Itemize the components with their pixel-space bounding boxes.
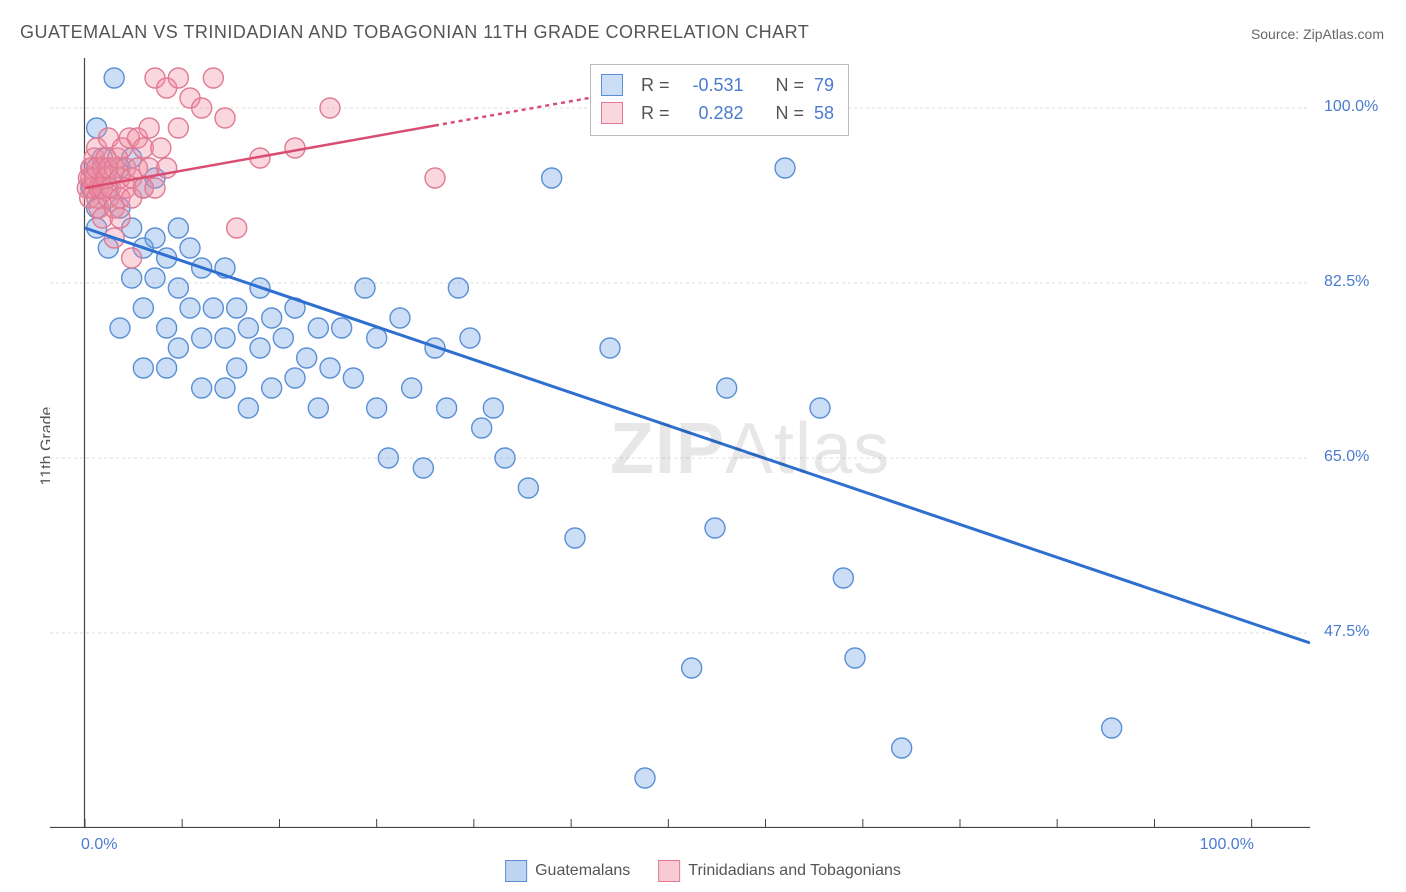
scatter-plot xyxy=(50,58,1310,828)
y-tick-label: 47.5% xyxy=(1324,623,1369,641)
n-label: N = xyxy=(776,99,805,127)
source-name: ZipAtlas.com xyxy=(1303,26,1384,42)
n-label: N = xyxy=(776,71,805,99)
x-tick-label: 100.0% xyxy=(1200,836,1254,854)
legend-swatch xyxy=(601,102,623,124)
y-tick-label: 100.0% xyxy=(1324,98,1378,116)
legend-item: Guatemalans xyxy=(505,860,630,882)
n-value: 79 xyxy=(814,71,834,99)
y-tick-label: 65.0% xyxy=(1324,448,1369,466)
x-tick-label: 0.0% xyxy=(81,836,117,854)
correlation-row: R = -0.531 N = 79 xyxy=(601,71,834,99)
legend-item: Trinidadians and Tobagonians xyxy=(658,860,901,882)
legend-swatch xyxy=(601,74,623,96)
n-value: 58 xyxy=(814,99,834,127)
chart-title: GUATEMALAN VS TRINIDADIAN AND TOBAGONIAN… xyxy=(20,22,809,43)
legend-label: Guatemalans xyxy=(535,862,630,879)
legend-swatch xyxy=(505,860,527,882)
series-legend: Guatemalans Trinidadians and Tobagonians xyxy=(505,860,901,882)
legend-label: Trinidadians and Tobagonians xyxy=(688,862,901,879)
chart-area: ZIPAtlas R =-0.531N =79R =0.282N =58 xyxy=(50,58,1310,828)
legend-swatch xyxy=(658,860,680,882)
correlation-legend: R = -0.531 N = 79 R = 0.282 N = 58 xyxy=(590,64,849,136)
source-prefix: Source: xyxy=(1251,26,1303,42)
r-value: -0.531 xyxy=(680,71,744,99)
y-tick-label: 82.5% xyxy=(1324,273,1369,291)
r-label: R = xyxy=(641,71,670,99)
source-credit: Source: ZipAtlas.com xyxy=(1251,26,1384,42)
r-label: R = xyxy=(641,99,670,127)
correlation-row: R = 0.282 N = 58 xyxy=(601,99,834,127)
r-value: 0.282 xyxy=(680,99,744,127)
